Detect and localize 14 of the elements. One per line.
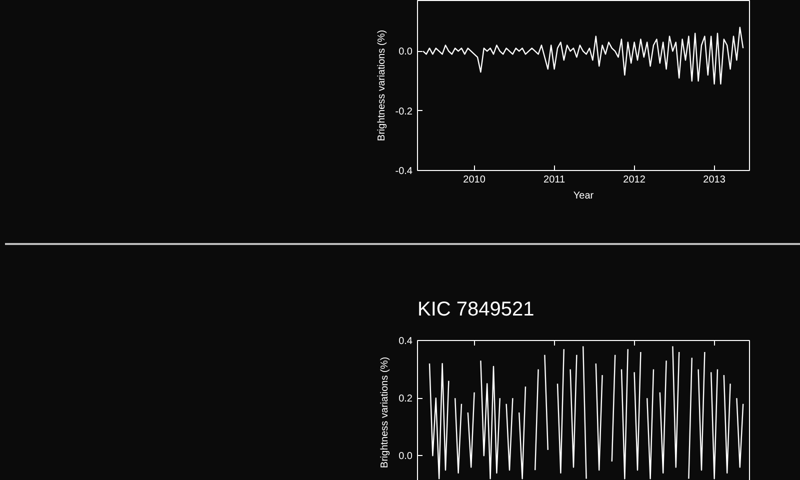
x-axis-title: Year — [573, 190, 594, 202]
x-tick-label: 2012 — [623, 174, 646, 186]
x-tick-label: 2013 — [703, 174, 726, 186]
y-tick-label: 0.0 — [398, 46, 413, 58]
y-tick-label: 0.4 — [398, 336, 413, 347]
y-tick-label: 0.2 — [398, 394, 413, 405]
x-tick-label: 2010 — [463, 174, 486, 186]
y-tick-label: -0.4 — [395, 166, 413, 177]
y-axis-title: Brightness variations (%) — [376, 30, 388, 142]
y-axis-title: Brightness variations (%) — [380, 356, 391, 468]
chart-title: KIC 7849521 — [418, 298, 534, 320]
x-tick-label: 2011 — [544, 174, 566, 186]
y-tick-label: -0.2 — [395, 106, 413, 118]
y-tick-label: 0.0 — [398, 451, 413, 462]
